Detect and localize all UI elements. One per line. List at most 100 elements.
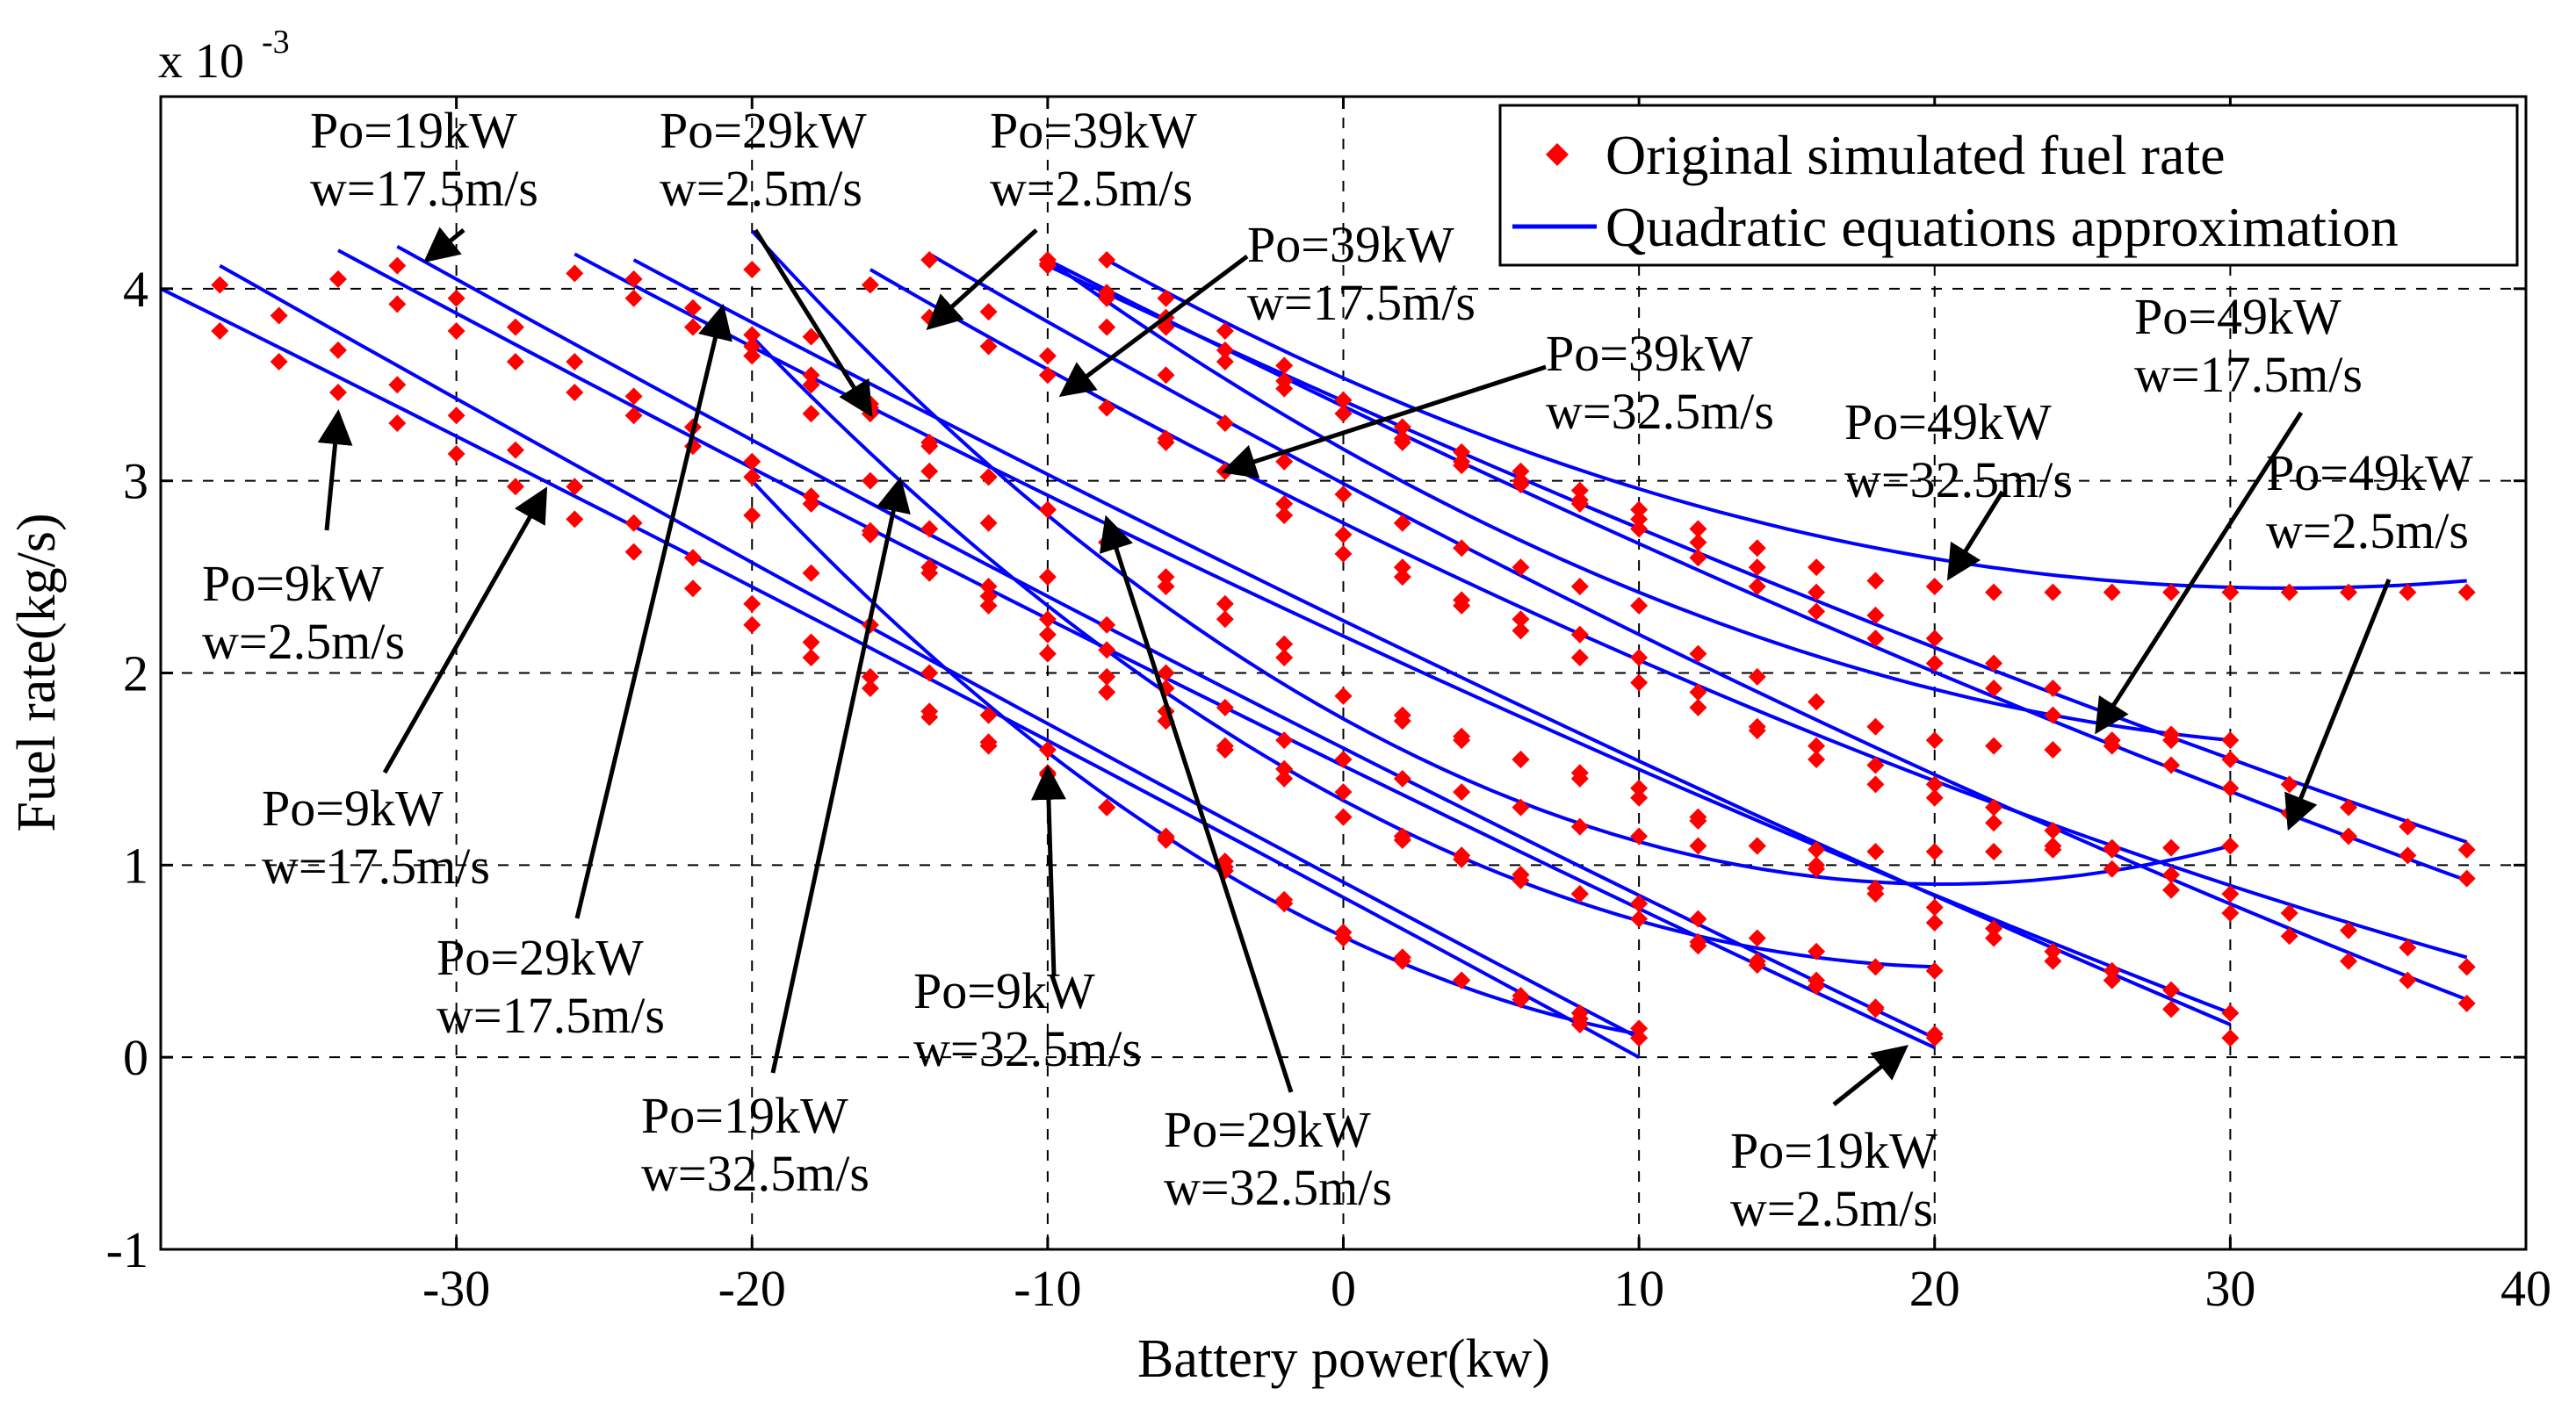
data-point	[920, 251, 939, 270]
annotation-label-w: w=2.5m/s	[202, 613, 405, 670]
data-point	[1866, 843, 1885, 861]
data-point	[1334, 929, 1353, 947]
data-point	[1157, 429, 1175, 448]
data-point	[2457, 994, 2476, 1012]
data-point	[1689, 683, 1707, 702]
data-point	[1453, 539, 1471, 558]
data-point	[1689, 549, 1707, 567]
data-points	[211, 251, 2476, 1047]
data-point	[743, 452, 761, 471]
data-point	[1630, 827, 1649, 845]
data-point	[1038, 625, 1057, 644]
annotation-arrow	[1058, 254, 1249, 398]
annotation-label-w: w=17.5m/s	[310, 160, 538, 217]
data-point	[566, 352, 584, 371]
data-point	[1334, 405, 1353, 423]
annotation-arrow	[317, 409, 353, 531]
data-point	[1689, 812, 1707, 831]
fit-curves	[160, 229, 2468, 1059]
annotation-label-po: Po=49kW	[2266, 444, 2473, 501]
data-point	[1866, 630, 1885, 648]
data-point	[2340, 827, 2358, 845]
data-point	[624, 289, 643, 307]
annotation-arrow	[382, 486, 548, 774]
data-point	[624, 407, 643, 425]
data-point	[1216, 698, 1234, 716]
y-scale-label: x 10	[158, 34, 244, 89]
x-tick-label: 30	[2204, 1260, 2255, 1317]
data-point	[1925, 630, 1944, 648]
data-point	[743, 507, 761, 525]
data-point	[979, 733, 998, 752]
data-point	[979, 337, 998, 356]
annotation-arrow	[574, 303, 732, 919]
data-point	[1334, 750, 1353, 768]
data-point	[1925, 775, 1944, 794]
data-point	[447, 445, 465, 464]
data-point	[1157, 827, 1175, 845]
annotation-arrow	[1946, 490, 2005, 581]
annotation-arrow	[1030, 764, 1066, 977]
data-point	[1570, 817, 1589, 836]
data-point	[624, 270, 643, 288]
data-point	[920, 702, 939, 721]
data-point	[2103, 971, 2121, 989]
data-point	[1393, 712, 1411, 730]
data-point	[1098, 251, 1116, 270]
data-point	[1630, 788, 1649, 807]
annotations: Po=19kWw=17.5m/sPo=29kWw=2.5m/sPo=39kWw=…	[202, 102, 2473, 1237]
data-point	[1808, 737, 1826, 755]
data-point	[2221, 837, 2240, 855]
data-point	[802, 327, 820, 346]
data-point	[1866, 879, 1885, 897]
data-point	[624, 387, 643, 406]
data-point	[2162, 866, 2181, 884]
x-tick-label: -20	[718, 1260, 786, 1317]
data-point	[566, 478, 584, 496]
data-point	[1985, 654, 2003, 673]
annotation-arrow	[926, 228, 1038, 330]
data-point	[2162, 583, 2181, 601]
data-point	[1570, 625, 1589, 644]
fit-curve	[869, 268, 2468, 960]
data-point	[920, 437, 939, 456]
data-point	[1866, 958, 1885, 976]
data-point	[861, 680, 879, 698]
fit-curve	[337, 248, 1936, 1050]
data-point	[328, 270, 347, 288]
y-scale-exponent: -3	[262, 24, 290, 61]
data-point	[2162, 881, 2181, 899]
annotation-label-w: w=17.5m/s	[1247, 274, 1476, 331]
data-point	[1453, 591, 1471, 609]
legend-marker-icon	[1546, 143, 1569, 166]
data-point	[1334, 808, 1353, 826]
data-point	[1216, 352, 1234, 371]
data-point	[1098, 798, 1116, 817]
data-point	[211, 321, 229, 340]
annotation-label-po: Po=19kW	[641, 1087, 848, 1144]
data-point	[1630, 673, 1649, 692]
data-point	[388, 376, 407, 394]
data-point	[1925, 843, 1944, 861]
data-point	[2340, 583, 2358, 601]
fit-curve	[750, 229, 2231, 887]
data-point	[1985, 798, 2003, 817]
data-point	[1275, 635, 1294, 653]
annotation-label-po: Po=9kW	[202, 555, 384, 612]
data-point	[1570, 769, 1589, 788]
annotation-label-po: Po=39kW	[1247, 216, 1454, 273]
data-point	[1866, 717, 1885, 736]
data-point	[1570, 885, 1589, 903]
annotation-label-po: Po=9kW	[913, 962, 1095, 1019]
data-point	[1570, 491, 1589, 509]
data-point	[1630, 895, 1649, 913]
data-point	[1334, 544, 1353, 563]
data-point	[1570, 1010, 1589, 1028]
data-point	[920, 558, 939, 577]
data-point	[1512, 990, 1530, 1009]
data-point	[1512, 471, 1530, 490]
annotation-label-w: w=17.5m/s	[262, 838, 490, 895]
data-point	[1157, 568, 1175, 586]
y-tick-label: 4	[123, 261, 148, 318]
